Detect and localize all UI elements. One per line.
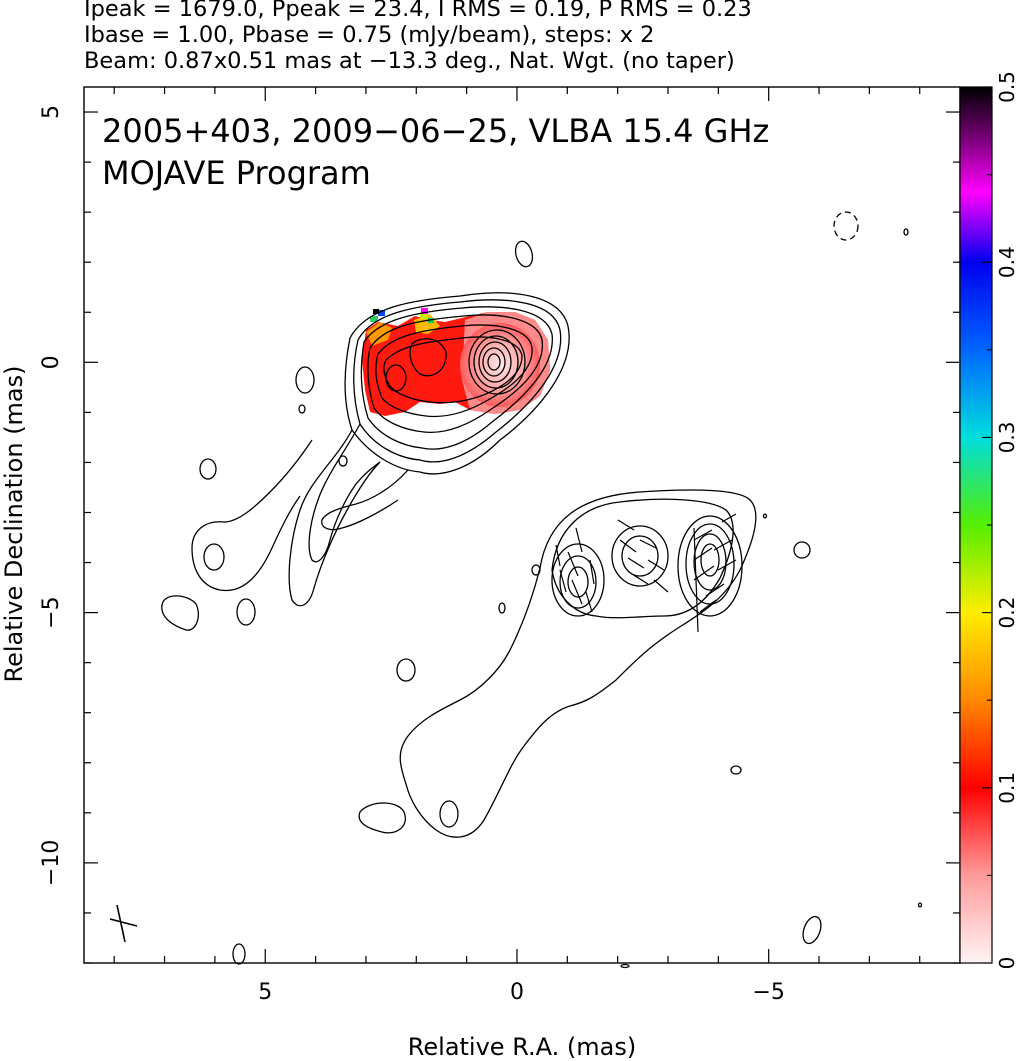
colorbar-tick-label: 0.1 xyxy=(995,772,1019,804)
header-line-1: Ipeak = 1679.0, Ppeak = 23.4, I RMS = 0.… xyxy=(84,0,752,22)
plot-axes: 5 0 −5 5 0 −5 −10 xyxy=(39,86,961,1005)
header-line-2: Ibase = 1.00, Pbase = 0.75 (mJy/beam), s… xyxy=(84,22,655,48)
header-line-3: Beam: 0.87x0.51 mas at −13.3 deg., Nat. … xyxy=(84,48,735,74)
x-tick-label: −5 xyxy=(752,980,784,1005)
colorbar-tick-label: 0 xyxy=(995,957,1019,970)
y-tick-label: −5 xyxy=(39,596,64,628)
colorbar-tick-label: 0.5 xyxy=(995,71,1019,103)
colorbar-tick-label: 0.4 xyxy=(995,246,1019,278)
total-intensity-contours xyxy=(161,211,923,969)
x-tick-label: 0 xyxy=(510,980,524,1005)
y-tick-label: 5 xyxy=(39,105,64,119)
evpa-vectors xyxy=(555,513,737,633)
y-tick-label: 0 xyxy=(39,355,64,369)
chart-title: 2005+403, 2009−06−25, VLBA 15.4 GHz xyxy=(102,112,769,150)
chart-subtitle: MOJAVE Program xyxy=(102,154,371,192)
x-axis-label: Relative R.A. (mas) xyxy=(408,1033,636,1061)
colorbar-tick-label: 0.3 xyxy=(995,421,1019,453)
x-tick-label: 5 xyxy=(258,980,272,1005)
colorbar: 0 0.1 0.2 0.3 0.4 0.5 xyxy=(959,71,1019,970)
colorbar-tick-label: 0.2 xyxy=(995,597,1019,629)
y-tick-label: −10 xyxy=(39,840,64,886)
beam-cross xyxy=(109,904,138,943)
y-axis-label: Relative Declination (mas) xyxy=(0,365,28,682)
plot-frame xyxy=(83,86,961,964)
